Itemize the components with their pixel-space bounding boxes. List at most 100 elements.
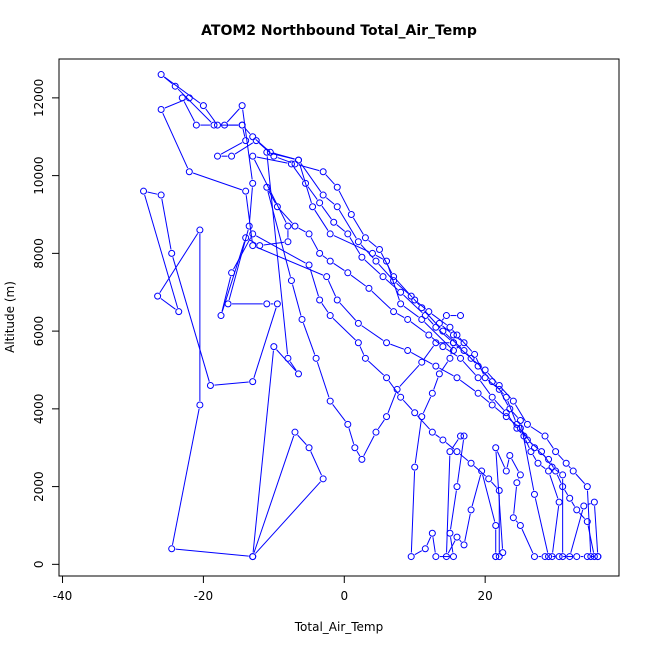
data-point xyxy=(509,514,517,522)
data-point xyxy=(457,312,465,320)
data-point xyxy=(552,448,560,456)
data-point xyxy=(393,385,401,393)
series-segment xyxy=(445,333,462,349)
series-segment xyxy=(321,303,329,313)
series-segment xyxy=(506,459,510,468)
y-tick-label: 0 xyxy=(32,561,46,569)
series-segment xyxy=(297,434,307,446)
series-segment xyxy=(511,458,519,472)
series-segment xyxy=(450,490,457,530)
data-point xyxy=(478,467,486,475)
series-segment xyxy=(221,241,245,312)
series-segment xyxy=(162,112,189,169)
series-segment xyxy=(399,364,420,387)
series-segment xyxy=(172,257,210,382)
data-point xyxy=(263,300,271,308)
series-segment xyxy=(368,360,384,376)
data-point xyxy=(294,156,302,164)
data-point xyxy=(460,339,468,347)
data-point xyxy=(418,413,426,421)
series-segment xyxy=(144,194,179,308)
data-point xyxy=(421,545,429,553)
data-point xyxy=(242,137,250,145)
data-point xyxy=(157,106,165,114)
series-segment xyxy=(471,474,482,507)
series-segment xyxy=(325,197,335,205)
series-segment xyxy=(252,350,274,553)
data-point xyxy=(552,467,560,475)
series-segment xyxy=(220,142,243,155)
series-segment xyxy=(532,454,537,461)
data-point xyxy=(453,331,461,339)
data-point xyxy=(453,483,461,491)
series-segment xyxy=(339,302,357,321)
series-segment xyxy=(177,88,212,123)
data-point xyxy=(428,428,436,436)
data-point xyxy=(449,553,457,561)
data-point xyxy=(502,393,510,401)
data-point xyxy=(256,242,264,250)
data-point xyxy=(428,529,436,537)
data-point xyxy=(488,393,496,401)
data-point xyxy=(432,339,440,347)
data-point xyxy=(425,331,433,339)
series-segment xyxy=(228,229,249,301)
data-point xyxy=(435,370,443,378)
series-segment xyxy=(332,403,346,422)
data-point xyxy=(217,312,225,320)
data-point xyxy=(224,300,232,308)
x-axis: -40 -20 0 20 xyxy=(53,575,493,603)
data-point xyxy=(305,261,313,269)
series-segment xyxy=(325,174,335,185)
data-point xyxy=(421,312,429,320)
data-point xyxy=(548,463,556,471)
data-point xyxy=(446,323,454,331)
series-segment xyxy=(171,408,200,545)
series-segment xyxy=(424,310,441,329)
data-point xyxy=(397,393,405,401)
series-segment xyxy=(575,473,585,484)
series-segment xyxy=(426,536,432,546)
data-point xyxy=(594,553,602,561)
series-segment xyxy=(368,239,377,248)
series-segment xyxy=(300,163,322,193)
series-segment xyxy=(385,278,398,290)
series-segment xyxy=(494,399,504,411)
series-segment xyxy=(327,280,337,297)
series-segment xyxy=(402,399,413,411)
data-point xyxy=(555,498,563,506)
series-segment xyxy=(279,209,293,224)
data-point xyxy=(330,218,338,226)
data-point xyxy=(196,226,204,234)
data-point xyxy=(294,370,302,378)
data-point xyxy=(309,203,317,211)
series-segment xyxy=(431,313,448,326)
data-point xyxy=(502,409,510,417)
series-segment xyxy=(349,237,361,255)
series-segment xyxy=(513,486,517,514)
series-segment xyxy=(359,346,365,355)
data-point xyxy=(270,152,278,160)
series-segment xyxy=(442,325,451,333)
data-point xyxy=(344,230,352,238)
data-point xyxy=(368,249,376,257)
series-segment xyxy=(534,498,549,553)
series-segment xyxy=(159,233,199,294)
series-segment xyxy=(377,419,385,430)
series-segment xyxy=(221,276,232,312)
data-point xyxy=(351,444,359,452)
data-point xyxy=(573,553,581,561)
series-segment xyxy=(356,450,361,457)
y-tick-label: 8000 xyxy=(32,238,46,269)
data-point xyxy=(492,553,500,561)
data-point xyxy=(263,148,271,156)
series-segment xyxy=(293,166,304,181)
data-point xyxy=(541,553,549,561)
data-point xyxy=(467,354,475,362)
data-point xyxy=(583,518,591,526)
data-point xyxy=(354,319,362,327)
data-point xyxy=(383,339,391,347)
series-segment xyxy=(522,431,533,445)
data-point xyxy=(467,506,475,514)
